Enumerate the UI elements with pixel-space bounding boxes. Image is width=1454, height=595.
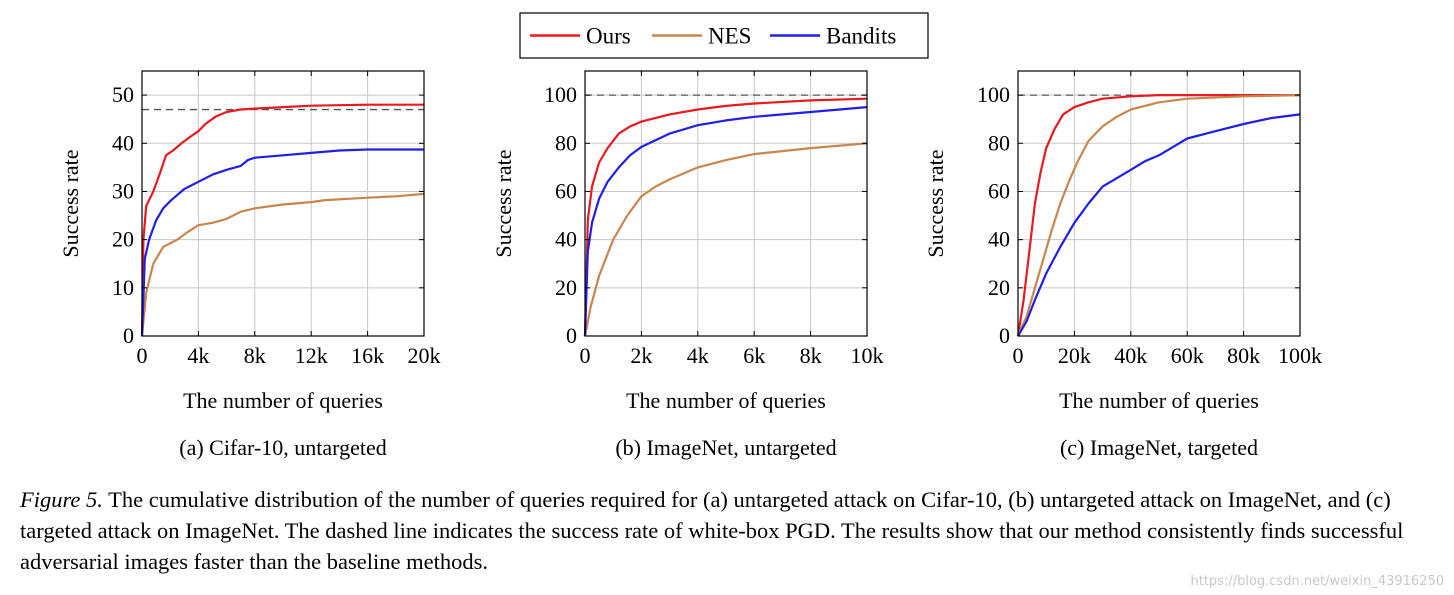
chart-panel-b: 0 2k 4k 6k 8k 10k 0 20 40 60 80 100 The number of qu… [491, 70, 884, 460]
series-line-ours [1016, 94, 1300, 337]
caption-label: Figure 5. [20, 487, 103, 512]
series-line-nes [140, 192, 425, 337]
y-tick-label: 60 [988, 178, 1010, 203]
plot-frame [141, 70, 425, 337]
legend: Ours NES Bandits [519, 12, 929, 59]
y-tick-label: 60 [555, 178, 577, 203]
x-tick-label: 0 [137, 343, 148, 368]
legend-label-bandits: Bandits [826, 24, 896, 49]
y-tick-label: 0 [999, 323, 1010, 348]
x-tick-label: 6k [743, 343, 765, 368]
x-tick-label: 100k [1278, 343, 1322, 368]
y-tick-label: 50 [112, 82, 134, 107]
x-tick-label: 4k [687, 343, 709, 368]
x-tick-label: 80k [1227, 343, 1260, 368]
plot-frame [584, 70, 868, 337]
series-line-nes [583, 142, 868, 337]
x-tick-label: 8k [800, 343, 822, 368]
x-tick-label: 16k [351, 343, 384, 368]
y-tick-label: 80 [555, 130, 577, 155]
y-axis-label: Success rate [491, 149, 516, 257]
x-tick-label: 40k [1114, 343, 1147, 368]
x-axis-label: The number of queries [1059, 388, 1259, 413]
chart-subtitle: (b) ImageNet, untargeted [615, 435, 836, 460]
y-tick-label: 0 [566, 323, 577, 348]
series-line-bandits [583, 106, 868, 337]
series-line-ours [583, 97, 868, 337]
y-tick-label: 100 [977, 82, 1010, 107]
y-tick-label: 30 [112, 178, 134, 203]
x-tick-label: 4k [187, 343, 209, 368]
x-tick-label: 20k [408, 343, 441, 368]
chart-panel-c: 0 20k 40k 60k 80k 100k 0 20 40 60 80 100 The number … [923, 70, 1322, 460]
y-tick-label: 10 [112, 275, 134, 300]
x-axis-label: The number of queries [626, 388, 826, 413]
x-tick-label: 20k [1058, 343, 1091, 368]
series-line-nes [1016, 94, 1301, 337]
x-tick-label: 60k [1171, 343, 1204, 368]
series-line-ours [140, 103, 424, 337]
x-tick-label: 2k [630, 343, 652, 368]
y-tick-label: 40 [112, 130, 134, 155]
y-tick-label: 40 [988, 227, 1010, 252]
y-tick-label: 20 [555, 275, 577, 300]
chart-panel-a: 0 4k 8k 12k 16k 20k 0 10 20 30 40 50 The number of q… [58, 70, 441, 460]
x-tick-label: 12k [295, 343, 328, 368]
chart-subtitle: (c) ImageNet, targeted [1060, 435, 1258, 460]
legend-label-ours: Ours [586, 24, 631, 49]
y-tick-label: 0 [123, 323, 134, 348]
watermark: https://blog.csdn.net/weixin_43916250 [1190, 574, 1444, 589]
series-line-bandits [140, 148, 424, 337]
x-axis-label: The number of queries [183, 388, 383, 413]
y-tick-label: 40 [555, 227, 577, 252]
figure-caption: Figure 5. The cumulative distribution of… [20, 484, 1440, 577]
y-axis-label: Success rate [923, 149, 948, 257]
y-tick-label: 100 [544, 82, 577, 107]
legend-box [519, 12, 929, 59]
x-tick-label: 0 [580, 343, 591, 368]
x-tick-label: 8k [244, 343, 266, 368]
legend-label-nes: NES [708, 24, 751, 49]
y-tick-label: 20 [112, 227, 134, 252]
y-tick-label: 80 [988, 130, 1010, 155]
series-line-bandits [1017, 113, 1301, 337]
y-tick-label: 20 [988, 275, 1010, 300]
chart-subtitle: (a) Cifar-10, untargeted [179, 435, 386, 460]
plot-frame [1017, 70, 1301, 337]
y-axis-label: Success rate [58, 149, 83, 257]
x-tick-label: 0 [1013, 343, 1024, 368]
figure: Ours NES Bandits 0 4k 8k 12k 16k 20k 0 10 20 30 40 50… [58, 12, 1322, 460]
x-tick-label: 10k [851, 343, 884, 368]
caption-text: The cumulative distribution of the numbe… [20, 487, 1404, 574]
